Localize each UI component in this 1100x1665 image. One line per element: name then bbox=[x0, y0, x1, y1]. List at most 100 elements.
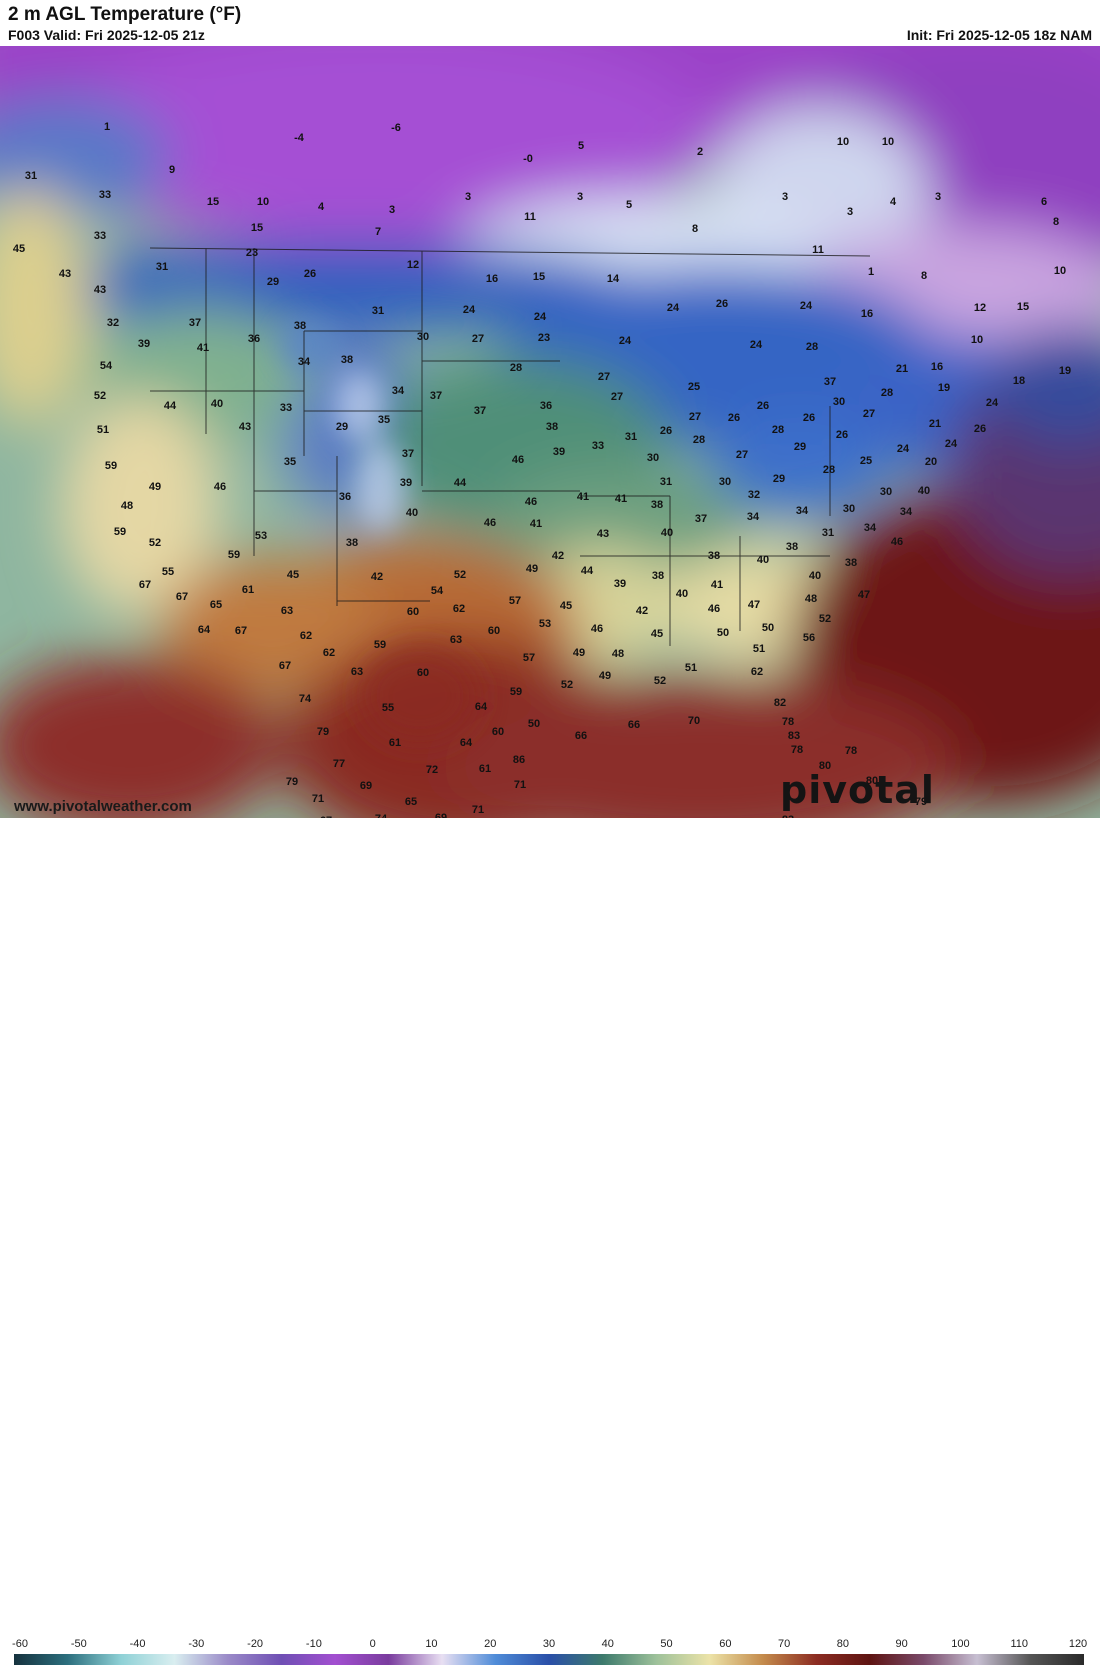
temperature-value: 40 bbox=[808, 570, 822, 582]
temperature-value: 67 bbox=[234, 625, 248, 637]
temperature-value: 3 bbox=[781, 191, 789, 203]
temperature-value: 51 bbox=[752, 643, 766, 655]
temperature-value: 57 bbox=[508, 595, 522, 607]
colorbar-tick-label: -40 bbox=[129, 1638, 146, 1650]
colorbar-tick-label: 120 bbox=[1068, 1638, 1088, 1650]
temperature-value: 21 bbox=[928, 418, 942, 430]
colorbar-tick-label: 10 bbox=[425, 1638, 438, 1650]
temperature-value: 44 bbox=[163, 400, 177, 412]
temperature-value: 49 bbox=[572, 647, 586, 659]
temperature-value: 42 bbox=[551, 550, 565, 562]
website-label[interactable]: www.pivotalweather.com bbox=[14, 798, 192, 815]
temperature-value: 55 bbox=[161, 566, 175, 578]
temperature-value: 48 bbox=[611, 648, 625, 660]
temperature-value: 16 bbox=[485, 273, 499, 285]
temperature-value: 46 bbox=[524, 496, 538, 508]
temperature-value: 23 bbox=[245, 247, 259, 259]
temperature-value: 38 bbox=[340, 354, 354, 366]
map-background bbox=[0, 46, 1100, 818]
temperature-value: 33 bbox=[98, 189, 112, 201]
temperature-value: 29 bbox=[793, 441, 807, 453]
temperature-value: 64 bbox=[459, 737, 473, 749]
temperature-value: 15 bbox=[250, 222, 264, 234]
temperature-value: 41 bbox=[710, 579, 724, 591]
temperature-value: 80 bbox=[818, 760, 832, 772]
temperature-value: 69 bbox=[434, 812, 448, 818]
temperature-value: 1 bbox=[867, 266, 875, 278]
temperature-value: 45 bbox=[286, 569, 300, 581]
temperature-value: 78 bbox=[844, 745, 858, 757]
colorbar-tick-label: -50 bbox=[70, 1638, 87, 1650]
temperature-value: 31 bbox=[371, 305, 385, 317]
temperature-value: 38 bbox=[293, 320, 307, 332]
temperature-value: 37 bbox=[429, 390, 443, 402]
temperature-value: 36 bbox=[247, 333, 261, 345]
temperature-value: 34 bbox=[899, 506, 913, 518]
temperature-value: 27 bbox=[597, 371, 611, 383]
temperature-value: 63 bbox=[449, 634, 463, 646]
temperature-value: 67 bbox=[175, 591, 189, 603]
temperature-value: 40 bbox=[660, 527, 674, 539]
temperature-value: 16 bbox=[930, 361, 944, 373]
temperature-value: 37 bbox=[823, 376, 837, 388]
temperature-value: 50 bbox=[761, 622, 775, 634]
temperature-value: 8 bbox=[691, 223, 699, 235]
colorbar-tick-label: 40 bbox=[601, 1638, 614, 1650]
colorbar: -60 -50 -40 -30 -20 -10 0 10 20 30 40 50 60 70 80 90 100… bbox=[0, 818, 1100, 1665]
temperature-value: 43 bbox=[238, 421, 252, 433]
temperature-value: 28 bbox=[880, 387, 894, 399]
temperature-value: 51 bbox=[684, 662, 698, 674]
temperature-value: 52 bbox=[818, 613, 832, 625]
temperature-value: 38 bbox=[707, 550, 721, 562]
temperature-value: 24 bbox=[749, 339, 763, 351]
temperature-value: 59 bbox=[104, 460, 118, 472]
temperature-value: 74 bbox=[298, 693, 312, 705]
temperature-value: 15 bbox=[1016, 301, 1030, 313]
temperature-value: 46 bbox=[213, 481, 227, 493]
temperature-value: 32 bbox=[747, 489, 761, 501]
temperature-value: 71 bbox=[311, 793, 325, 805]
temperature-value: 3 bbox=[576, 191, 584, 203]
temperature-value: 40 bbox=[405, 507, 419, 519]
temperature-value: 69 bbox=[359, 780, 373, 792]
temperature-value: 26 bbox=[303, 268, 317, 280]
temperature-value: -4 bbox=[294, 132, 304, 144]
temperature-value: 29 bbox=[335, 421, 349, 433]
temperature-value: 56 bbox=[802, 632, 816, 644]
temperature-value: 12 bbox=[973, 302, 987, 314]
header-bar: 2 m AGL Temperature (°F) F003 Valid: Fri… bbox=[0, 0, 1100, 46]
temperature-value: 28 bbox=[771, 424, 785, 436]
temperature-value: 3 bbox=[464, 191, 472, 203]
temperature-value: 10 bbox=[881, 136, 895, 148]
colorbar-tick-label: 0 bbox=[369, 1638, 376, 1650]
temperature-value: 63 bbox=[280, 605, 294, 617]
temperature-value: 26 bbox=[835, 429, 849, 441]
colorbar-tick-label: -10 bbox=[305, 1638, 322, 1650]
temperature-value: 24 bbox=[944, 438, 958, 450]
temperature-value: 34 bbox=[746, 511, 760, 523]
temperature-value: 38 bbox=[345, 537, 359, 549]
temperature-value: 41 bbox=[576, 491, 590, 503]
colorbar-tick-label: 70 bbox=[777, 1638, 791, 1650]
temperature-value: 42 bbox=[370, 571, 384, 583]
temperature-value: 26 bbox=[715, 298, 729, 310]
temperature-value: 52 bbox=[93, 390, 107, 402]
temperature-value: 10 bbox=[256, 196, 270, 208]
valid-time: F003 Valid: Fri 2025-12-05 21z bbox=[8, 27, 205, 43]
temperature-value: 14 bbox=[606, 273, 620, 285]
temperature-value: 19 bbox=[937, 382, 951, 394]
temperature-value: 39 bbox=[399, 477, 413, 489]
temperature-value: 42 bbox=[635, 605, 649, 617]
temperature-map[interactable]: 1 9 -4 -6 -0 5 2 10 10 31 33 15 10 4 3 3 3 5 3 3 4 3 6 33 15 7 11 8… bbox=[0, 46, 1100, 818]
temperature-value: 11 bbox=[524, 211, 536, 223]
temperature-value: 83 bbox=[782, 814, 794, 818]
temperature-value: 33 bbox=[279, 402, 293, 414]
temperature-value: 62 bbox=[299, 630, 313, 642]
colorbar-tick-label: -60 bbox=[12, 1638, 28, 1650]
temperature-value: 20 bbox=[924, 456, 938, 468]
temperature-value: 43 bbox=[93, 284, 107, 296]
temperature-value: 66 bbox=[574, 730, 588, 742]
temperature-value: 19 bbox=[1058, 365, 1072, 377]
temperature-value: 24 bbox=[533, 311, 547, 323]
temperature-value: 26 bbox=[802, 412, 816, 424]
